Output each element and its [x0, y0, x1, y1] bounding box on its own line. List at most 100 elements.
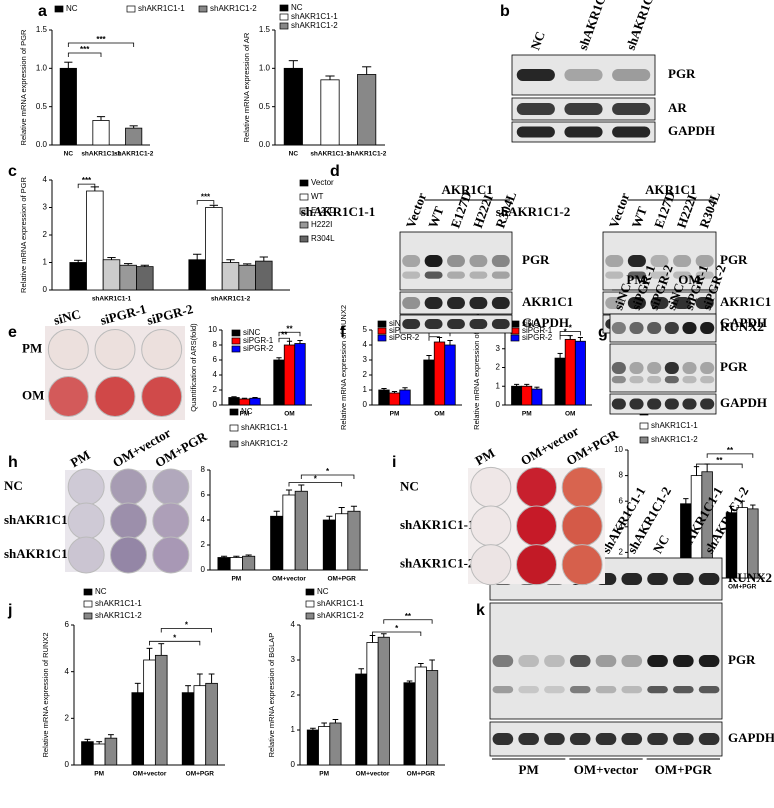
bar: [104, 737, 118, 766]
legend-label: Vector: [311, 178, 334, 187]
y-tick-label: 5: [363, 325, 368, 334]
blot-band: [673, 686, 694, 694]
blot-band: [491, 319, 510, 329]
bar: [249, 397, 261, 406]
lane-label: R304L: [696, 189, 723, 230]
well: [67, 502, 105, 540]
well: [94, 329, 136, 370]
blot-band: [647, 398, 662, 410]
well-column-label: siPGR-2: [145, 301, 194, 328]
legend-swatch: [639, 422, 649, 430]
legend-swatch: [510, 334, 520, 342]
y-tick-label: 4: [291, 620, 296, 629]
significance-label: **: [281, 330, 288, 339]
x-tick-label: PM: [240, 411, 250, 418]
well: [516, 505, 557, 547]
blot-band: [611, 376, 626, 384]
blot-band: [673, 573, 694, 585]
x-tick-label: OM+vector: [133, 771, 167, 778]
legend-swatch: [126, 5, 136, 13]
well: [47, 329, 89, 370]
well-column-label: PM: [68, 447, 93, 470]
y-tick-label: 2: [213, 385, 218, 394]
blot-band: [647, 322, 662, 334]
bar: [294, 490, 308, 571]
blot-band: [516, 126, 555, 138]
bar: [273, 359, 285, 406]
y-tick-label: 3: [363, 355, 368, 364]
significance-bracket: [428, 336, 440, 341]
blot-band: [492, 733, 514, 745]
blot-band: [595, 686, 617, 694]
significance-bracket: [706, 453, 754, 458]
legend-swatch: [305, 588, 315, 596]
y-tick-label: 4: [201, 515, 206, 524]
blot-band: [627, 271, 646, 279]
significance-bracket: [67, 42, 135, 48]
bar: [306, 729, 319, 766]
y-tick-label: 8: [619, 471, 624, 480]
significance-label: *: [564, 328, 568, 337]
bar: [154, 654, 168, 766]
legend-label: shAKR1C1-2: [317, 611, 364, 620]
y-tick-label: 1.5: [259, 25, 271, 34]
bar: [329, 722, 342, 766]
significance-label: *: [569, 324, 573, 333]
y-axis-label: Relative mRNA expression of BGLAP: [472, 305, 481, 430]
group-label: AKR1C1: [442, 182, 493, 197]
blot-band: [447, 271, 465, 279]
legend-swatch: [377, 334, 387, 342]
y-tick-label: 6: [619, 496, 624, 505]
significance-label: **: [727, 446, 734, 455]
blot-band: [605, 255, 624, 267]
y-tick-label: 2: [619, 548, 624, 557]
bar: [59, 67, 77, 146]
well: [470, 505, 512, 547]
bar: [320, 79, 340, 146]
blot-band: [447, 255, 465, 267]
well-row-label: OM: [22, 387, 44, 402]
x-tick-label: OM+vector: [272, 576, 306, 583]
well-row-label: NC: [4, 478, 23, 493]
blot-band: [612, 103, 651, 115]
blot-band: [491, 297, 510, 309]
significance-label: **: [286, 324, 293, 333]
blot-band: [621, 686, 643, 694]
blot-band: [569, 733, 591, 745]
blot-band: [629, 362, 644, 374]
legend-label: siNC: [522, 319, 540, 328]
x-tick-label: PM: [390, 411, 400, 418]
legend-label: NC: [317, 587, 329, 596]
legend-swatch: [299, 235, 309, 243]
y-tick-label: 6: [65, 620, 70, 629]
well-column-label: siPGR-1: [99, 301, 148, 328]
blot-band: [447, 297, 465, 309]
x-tick-label: PM: [94, 771, 104, 778]
blot-band: [682, 398, 697, 410]
y-tick-label: 3: [291, 655, 296, 664]
blot-band: [695, 255, 714, 267]
bar: [736, 507, 748, 579]
x-tick-label: shAKR1C1-2: [347, 151, 387, 158]
significance-bracket: [696, 463, 743, 469]
blot-band: [447, 319, 465, 329]
blot-band: [627, 255, 646, 267]
blot-band: [424, 271, 443, 279]
blot-row-label: RUNX2: [728, 570, 772, 585]
legend-swatch: [198, 5, 208, 13]
bar: [238, 398, 251, 406]
legend-swatch: [279, 22, 289, 30]
legend-label: shAKR1C1-1: [95, 599, 142, 608]
blot-band: [605, 297, 624, 309]
legend-swatch: [305, 600, 315, 608]
blot-band: [647, 573, 668, 585]
bar: [531, 388, 543, 406]
blot-band: [544, 686, 565, 694]
bar: [294, 343, 306, 406]
legend-swatch: [229, 440, 239, 448]
y-tick-label: 2: [65, 713, 70, 722]
y-tick-label: 0: [201, 565, 206, 574]
blot-band: [673, 733, 694, 745]
legend-label: NC: [241, 407, 253, 416]
significance-label: **: [405, 612, 412, 621]
